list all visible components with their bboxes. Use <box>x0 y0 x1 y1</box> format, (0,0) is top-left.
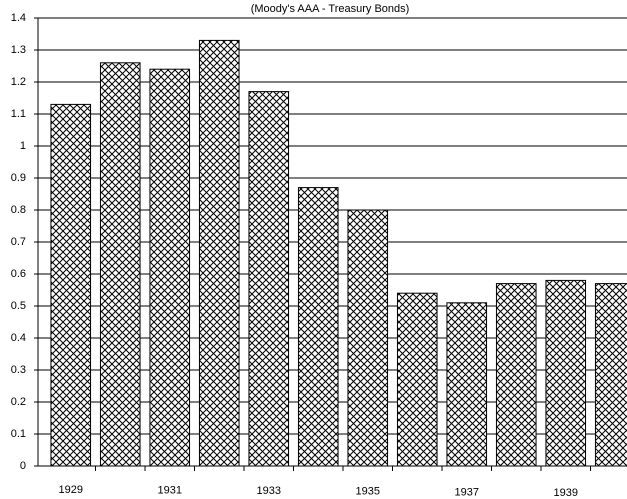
y-tick-label: 1.4 <box>11 12 26 24</box>
y-tick-label: 0.3 <box>11 364 26 376</box>
bar <box>149 68 191 467</box>
bar <box>99 62 141 467</box>
y-tick-label: 1.2 <box>11 76 26 88</box>
chart-title: (Moody's AAA - Treasury Bonds) <box>251 3 410 15</box>
y-tick-label: 0.7 <box>11 236 26 248</box>
y-tick-label: 0 <box>20 460 26 472</box>
x-tick-label: 1935 <box>356 486 380 498</box>
y-tick-label: 0.5 <box>11 300 26 312</box>
x-tick-label: 1931 <box>158 485 182 497</box>
y-tick-label: 1.1 <box>11 108 26 120</box>
bar <box>545 279 587 467</box>
bar <box>347 209 389 467</box>
y-tick-label: 1 <box>20 140 26 152</box>
y-tick-label: 0.9 <box>11 172 26 184</box>
bar <box>594 283 627 467</box>
y-tick-label: 0.2 <box>11 396 26 408</box>
y-tick-label: 0.6 <box>11 268 26 280</box>
bar <box>446 302 488 467</box>
x-tick-label: 1937 <box>455 486 479 498</box>
bar <box>50 103 92 467</box>
bar <box>297 187 339 467</box>
bar <box>396 292 438 467</box>
bar <box>198 39 240 467</box>
y-tick-label: 0.4 <box>11 332 26 344</box>
x-tick-label: 1929 <box>59 484 83 496</box>
y-tick-label: 0.1 <box>11 428 26 440</box>
bar <box>495 283 537 467</box>
bar <box>248 91 290 467</box>
y-tick-label: 0.8 <box>11 204 26 216</box>
x-tick-label: 1933 <box>257 485 281 497</box>
y-tick-label: 1.3 <box>11 44 26 56</box>
x-tick-label: 1939 <box>554 487 578 499</box>
